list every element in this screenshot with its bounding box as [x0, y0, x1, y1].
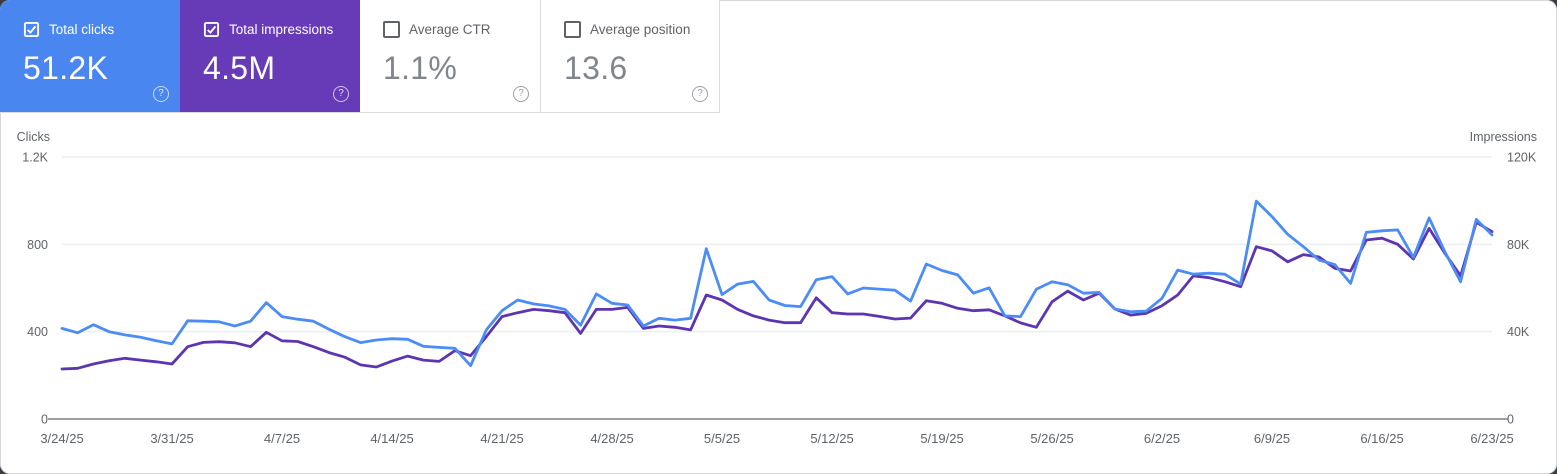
x-axis-label: 6/23/25	[1470, 431, 1513, 446]
x-axis-label: 6/16/25	[1360, 431, 1403, 446]
y-axis-tick-left: 400	[27, 325, 48, 339]
y-axis-tick-left: 1.2K	[22, 151, 48, 165]
y-axis-tick-left: 0	[41, 413, 48, 427]
x-axis-label: 5/12/25	[810, 431, 853, 446]
x-axis-label: 4/28/25	[590, 431, 633, 446]
y-axis-tick-right: 0	[1507, 413, 1514, 427]
y-axis-tick-left: 800	[27, 238, 48, 252]
card-label: Total impressions	[229, 22, 334, 37]
card-total-clicks[interactable]: Total clicks 51.2K ?	[0, 0, 180, 112]
x-axis-label: 5/19/25	[920, 431, 963, 446]
x-axis-label: 4/7/25	[264, 431, 300, 446]
x-axis-label: 3/31/25	[150, 431, 193, 446]
help-icon[interactable]: ?	[692, 86, 708, 102]
clicks-line[interactable]	[60, 199, 1494, 368]
card-value: 4.5M	[203, 50, 276, 86]
help-icon[interactable]: ?	[333, 86, 349, 102]
x-axis-label: 4/14/25	[370, 431, 413, 446]
checkbox-checked-icon[interactable]	[23, 21, 40, 38]
card-value: 13.6	[564, 50, 628, 86]
checkbox-unchecked-icon[interactable]	[564, 21, 581, 38]
x-axis-label: 6/9/25	[1254, 431, 1290, 446]
card-label: Total clicks	[49, 22, 115, 37]
x-axis-label: 5/26/25	[1030, 431, 1073, 446]
card-label: Average position	[590, 22, 691, 37]
checkbox-unchecked-icon[interactable]	[383, 21, 400, 38]
help-icon[interactable]: ?	[153, 86, 169, 102]
card-average-ctr[interactable]: Average CTR 1.1% ?	[360, 0, 540, 112]
y-axis-tick-right: 120K	[1507, 151, 1537, 165]
card-total-impressions[interactable]: Total impressions 4.5M ?	[180, 0, 360, 112]
x-axis-label: 6/2/25	[1144, 431, 1180, 446]
impressions-line[interactable]	[60, 220, 1494, 371]
right-axis-title: Impressions	[1470, 130, 1537, 144]
x-axis-label: 3/24/25	[40, 431, 83, 446]
y-axis-tick-right: 40K	[1507, 325, 1530, 339]
checkbox-checked-icon[interactable]	[203, 21, 220, 38]
left-axis-title: Clicks	[17, 130, 50, 144]
card-value: 1.1%	[383, 50, 458, 86]
y-axis-tick-right: 80K	[1507, 238, 1530, 252]
x-axis-label: 4/21/25	[480, 431, 523, 446]
card-value: 51.2K	[23, 50, 109, 86]
card-label: Average CTR	[409, 22, 491, 37]
help-icon[interactable]: ?	[513, 86, 529, 102]
x-axis-label: 5/5/25	[704, 431, 740, 446]
card-average-position[interactable]: Average position 13.6 ?	[540, 0, 720, 112]
metric-cards-row: Total clicks 51.2K ? Total impressions 4…	[0, 0, 720, 113]
